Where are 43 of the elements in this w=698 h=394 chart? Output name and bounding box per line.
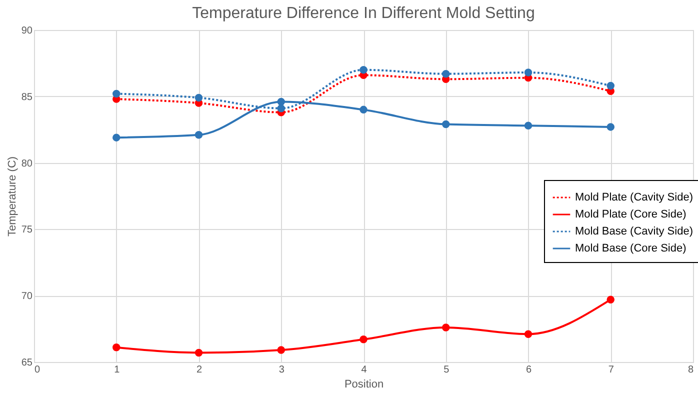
point [360, 66, 368, 74]
y-tick-label: 80 [21, 158, 33, 170]
point [524, 68, 532, 76]
chart-title: Temperature Difference In Different Mold Setting [192, 5, 535, 22]
point [277, 104, 285, 112]
point [194, 131, 203, 139]
point [524, 330, 532, 338]
y-tick-label: 85 [21, 92, 33, 103]
legend-label: Mold Base (Core Side) [575, 242, 686, 254]
x-tick-label: 7 [608, 364, 614, 376]
point [194, 348, 203, 357]
y-tick-label: 70 [21, 291, 33, 302]
x-tick-label: 2 [196, 364, 202, 376]
x-axis-title: Position [344, 378, 384, 390]
x-tick-label: 4 [361, 364, 368, 376]
point [606, 296, 614, 304]
point [442, 324, 450, 332]
point [442, 120, 450, 128]
x-tick-label: 0 [34, 364, 40, 376]
y-axis-title: Temperature (C) [6, 156, 18, 237]
point [277, 346, 285, 354]
y-tick-label: 75 [21, 224, 33, 236]
point [442, 70, 450, 78]
point [194, 94, 203, 102]
point [112, 344, 120, 352]
point [112, 90, 120, 98]
x-tick-label: 1 [114, 364, 120, 376]
x-tick-label: 5 [444, 364, 450, 376]
legend-label: Mold Plate (Cavity Side) [575, 192, 693, 204]
point [112, 134, 120, 142]
legend-label: Mold Base (Cavity Side) [575, 226, 693, 238]
x-tick-label: 3 [278, 364, 285, 376]
x-tick-label: 6 [526, 364, 532, 376]
point [606, 123, 614, 131]
point [360, 106, 368, 114]
y-tick-label: 65 [21, 358, 33, 368]
legend-label: Mold Plate (Core Side) [575, 208, 686, 220]
point [606, 82, 614, 90]
point [360, 336, 368, 344]
point [277, 98, 285, 106]
y-tick-label: 90 [21, 26, 33, 36]
point [524, 122, 532, 130]
x-tick-label: 8 [688, 364, 694, 376]
